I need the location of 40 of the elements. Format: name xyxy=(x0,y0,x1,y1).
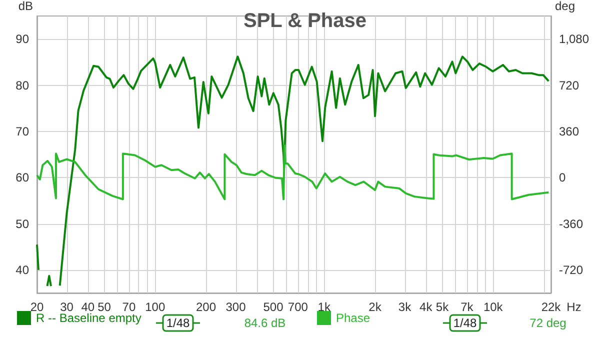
x-tick-label: 30 xyxy=(60,300,74,314)
y-tick-label: 50 xyxy=(16,216,30,231)
y2-tick-label: -360 xyxy=(559,216,584,231)
y-tick-label: 70 xyxy=(16,124,30,138)
x-tick-label: 50 xyxy=(98,300,112,314)
x-axis-title: Hz xyxy=(566,300,582,314)
x-tick-label: 4k xyxy=(420,300,434,314)
x-tick-label: 10k xyxy=(483,300,504,314)
y2-tick-label: 0 xyxy=(559,170,566,185)
x-tick-label: 40 xyxy=(81,300,95,314)
x-tick-label: 100 xyxy=(145,300,166,314)
y2-axis-title: deg xyxy=(555,0,576,13)
legend-label: R -- Baseline empty xyxy=(36,311,142,325)
x-tick-label: 22k xyxy=(541,300,562,314)
x-tick-label: 300 xyxy=(226,300,246,314)
chart-title: SPL & Phase xyxy=(243,10,367,32)
y2-tick-label: 720 xyxy=(559,78,580,92)
y-tick-label: 80 xyxy=(16,78,30,92)
x-tick-label: 3k xyxy=(398,300,412,314)
x-tick-label: 20 xyxy=(30,300,44,314)
text: 72 deg xyxy=(530,316,566,330)
text: 1/48 xyxy=(453,316,477,330)
y2-tick-label: 360 xyxy=(559,124,580,138)
x-tick-label: 70 xyxy=(122,300,136,314)
x-tick-label: 700 xyxy=(288,300,308,314)
y-tick-label: 60 xyxy=(16,170,30,185)
y-tick-label: 40 xyxy=(16,262,30,277)
text: 84.6 dB xyxy=(244,316,286,330)
legend-label: Phase xyxy=(336,311,370,325)
y-tick-label: 90 xyxy=(16,32,30,46)
x-tick-label: 2k xyxy=(368,300,382,314)
x-tick-label: 500 xyxy=(263,300,284,314)
x-tick-label: 200 xyxy=(196,300,216,314)
x-tick-label: 7k xyxy=(460,300,474,314)
x-tick-label: 1k xyxy=(318,300,332,314)
y2-tick-label: 1,080 xyxy=(559,32,590,46)
x-tick-label: 5k xyxy=(436,300,450,314)
y2-tick-label: -720 xyxy=(559,262,584,277)
text: 1/48 xyxy=(166,316,190,330)
y-axis-title: dB xyxy=(18,0,33,13)
